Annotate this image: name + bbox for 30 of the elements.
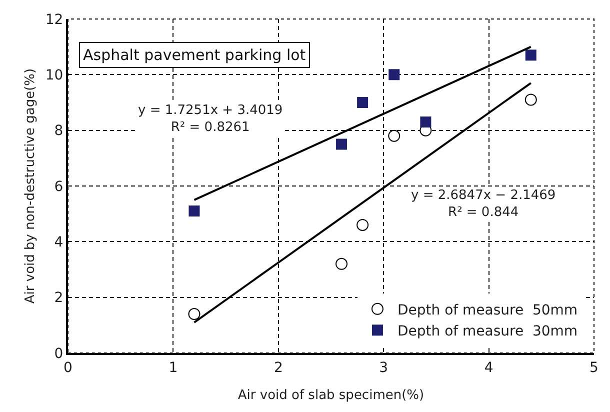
point — [336, 138, 348, 150]
x-tick-label: 4 — [484, 360, 494, 376]
legend-label: Depth of measure 50mm — [397, 302, 578, 318]
y-axis-title: Air void by non-destructive gage(%) — [22, 68, 38, 304]
y-tick-label: 2 — [54, 290, 64, 306]
x-axis-title: Air void of slab specimen(%) — [238, 388, 424, 403]
y-tick-label: 12 — [45, 12, 64, 28]
x-tick-label: 3 — [379, 360, 388, 376]
point — [525, 50, 536, 61]
y-tick-label: 6 — [54, 178, 64, 195]
y-tick-label: 8 — [54, 123, 64, 140]
annotation: y = 2.6847x − 2.1469 R² = 0.844 — [411, 188, 556, 220]
y-tick-label: 4 — [54, 234, 64, 251]
point — [188, 308, 200, 320]
legend-label: Depth of measure 30mm — [397, 324, 578, 340]
annotation: y = 1.7251x + 3.4019 R² = 0.8261 — [138, 103, 283, 135]
x-tick-label: 2 — [274, 360, 283, 376]
x-tick-label: 1 — [168, 360, 178, 376]
y-tick-label: 10 — [45, 68, 64, 84]
point — [336, 258, 348, 270]
point — [357, 97, 368, 108]
point — [188, 206, 200, 217]
point — [420, 116, 432, 128]
point — [388, 69, 400, 80]
point — [356, 218, 369, 231]
y-tick-label: 0 — [54, 346, 64, 362]
x-tick-label: 5 — [590, 360, 598, 376]
text: Asphalt pavement parking lot — [83, 46, 306, 64]
point — [524, 94, 537, 106]
point — [388, 130, 400, 142]
